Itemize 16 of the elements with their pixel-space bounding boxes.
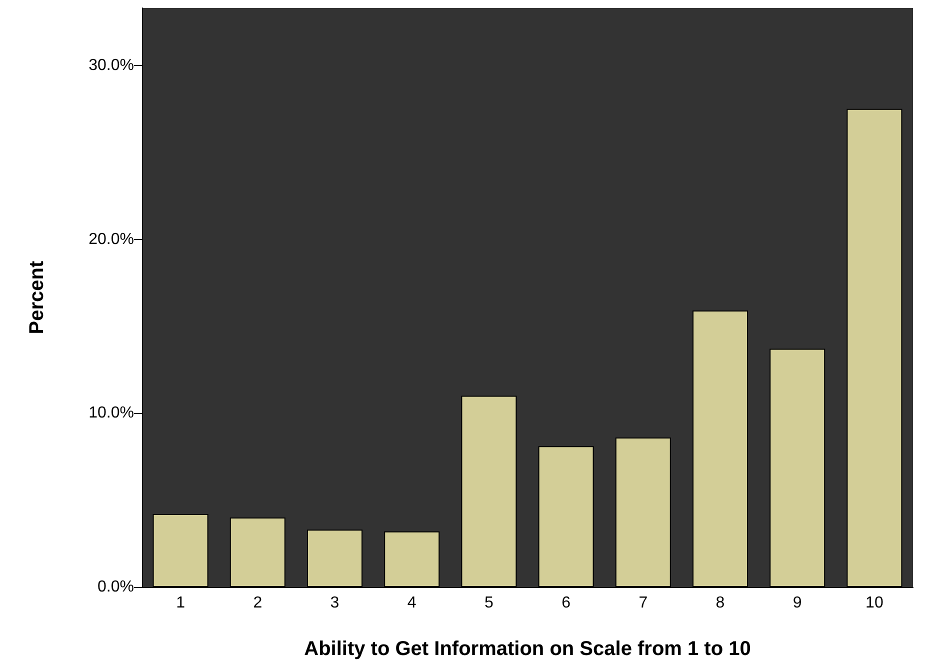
y-tick-label: 10.0%: [88, 404, 134, 422]
x-tick-label: 5: [484, 594, 494, 612]
x-tick-label: 6: [562, 594, 571, 612]
x-tick-label: 10: [866, 594, 884, 612]
x-tick-label: 7: [638, 594, 648, 612]
x-tick-label: 9: [792, 594, 802, 612]
y-tick-label: 0.0%: [98, 578, 134, 596]
x-tick-label: 3: [330, 594, 340, 612]
x-axis-title: Ability to Get Information on Scale from 1 to 10: [304, 638, 751, 660]
x-tick-label: 8: [716, 594, 725, 612]
y-tick-label: 30.0%: [88, 56, 134, 74]
y-axis-title: Percent: [26, 260, 48, 334]
x-tick-label: 1: [176, 594, 186, 612]
x-tick-label: 4: [407, 594, 416, 612]
x-tick-label: 2: [253, 594, 262, 612]
y-tick-label: 20.0%: [88, 230, 134, 248]
